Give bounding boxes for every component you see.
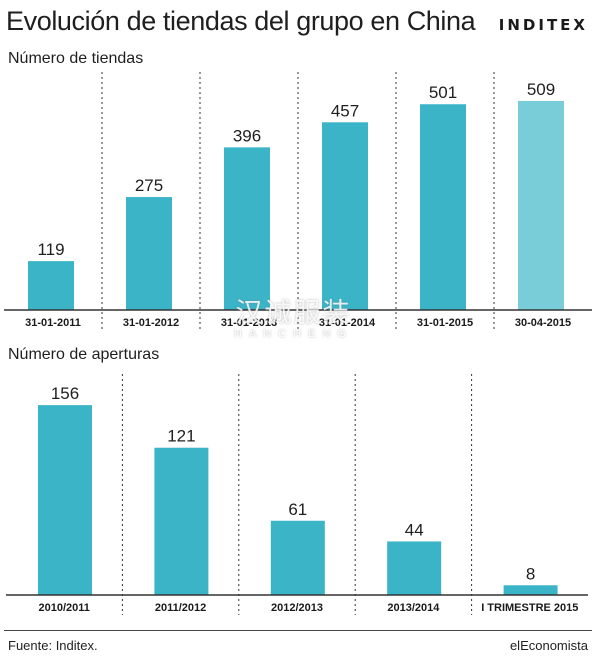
openings-bar	[270, 520, 325, 595]
openings-category-label: 2011/2012	[155, 602, 206, 614]
openings-bar	[387, 541, 442, 595]
stores-value-label: 119	[37, 240, 64, 259]
stores-category-label: 31-01-2014	[319, 317, 376, 329]
stores-value-label: 509	[527, 80, 555, 99]
stores-bar	[126, 197, 172, 310]
openings-category-label: 2010/2011	[39, 602, 90, 614]
publisher-credit: elEconomista	[509, 638, 588, 653]
openings-bar	[154, 447, 209, 595]
stores-bar-chart: 119 31-01-2011 275 31-01-2012 396 31-01-2013 4…	[4, 72, 592, 330]
source-note: Fuente: Inditex.	[8, 638, 98, 653]
stores-bar	[322, 122, 368, 310]
stores-category-label: 31-01-2013	[221, 317, 277, 329]
openings-bar	[503, 585, 558, 595]
openings-category-label: 2012/2013	[271, 602, 323, 614]
stores-value-label: 275	[135, 176, 163, 195]
openings-value-label: 44	[405, 520, 424, 539]
inditex-logo: INDITEX	[498, 16, 588, 34]
stores-value-label: 457	[331, 101, 359, 120]
openings-chart-title: Número de aperturas	[8, 346, 160, 363]
openings-category-label: I TRIMESTRE 2015	[481, 602, 578, 614]
openings-bar-chart: 156 2010/2011 121 2011/2012 61 2012/2013 44 201…	[6, 374, 588, 615]
openings-value-label: 8	[526, 564, 535, 583]
stores-bar	[420, 104, 466, 310]
stores-category-label: 30-04-2015	[515, 317, 571, 329]
stores-value-label: 501	[429, 83, 457, 102]
stores-bar	[224, 147, 270, 310]
chart-title: Evolución de tiendas del grupo en China	[6, 6, 476, 36]
stores-bar	[28, 261, 74, 310]
stores-category-label: 31-01-2012	[123, 317, 179, 329]
openings-value-label: 121	[167, 427, 195, 446]
stores-value-label: 396	[233, 126, 261, 145]
stores-bar	[518, 100, 564, 310]
openings-bar	[38, 405, 92, 595]
openings-value-label: 156	[51, 384, 79, 403]
footer-divider	[4, 630, 592, 631]
stores-category-label: 31-01-2015	[417, 317, 473, 329]
openings-value-label: 61	[288, 500, 307, 519]
openings-category-label: 2013/2014	[387, 602, 440, 614]
stores-category-label: 31-01-2011	[25, 317, 81, 329]
stores-chart-title: Número de tiendas	[8, 50, 144, 67]
